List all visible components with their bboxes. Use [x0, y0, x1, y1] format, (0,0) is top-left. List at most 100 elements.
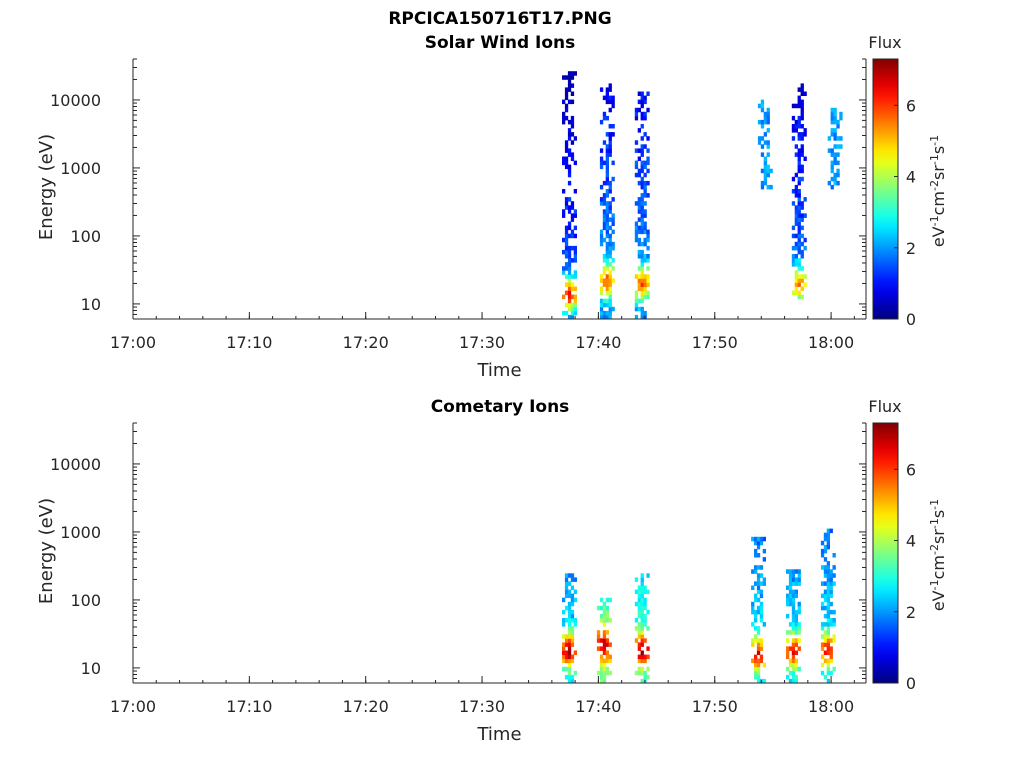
flux-cell — [596, 646, 601, 651]
flux-cell — [643, 278, 647, 283]
flux-cell — [759, 654, 764, 660]
flux-cell — [640, 266, 644, 271]
flux-cell — [643, 225, 647, 231]
flux-cell — [637, 609, 641, 615]
flux-cell — [570, 83, 575, 88]
flux-cell — [826, 662, 830, 668]
flux-cell — [794, 233, 798, 239]
flux-cell — [602, 638, 607, 643]
flux-cell — [570, 205, 575, 210]
flux-cell — [786, 666, 790, 672]
flux-cell — [562, 99, 566, 105]
flux-cell — [797, 573, 801, 578]
flux-cell — [640, 306, 644, 312]
flux-cell — [562, 209, 566, 214]
flux-cell — [611, 258, 615, 263]
flux-cell — [751, 638, 755, 643]
flux-cell — [564, 229, 569, 235]
colorbar-tick-label: 2 — [906, 603, 916, 622]
flux-cell — [794, 152, 798, 157]
flux-cell — [640, 654, 644, 660]
flux-cell — [797, 119, 801, 125]
flux-cell — [570, 229, 575, 235]
flux-cell — [564, 650, 569, 655]
flux-cell — [794, 103, 798, 109]
flux-cell — [830, 184, 834, 190]
flux-cell — [562, 654, 566, 660]
flux-cell — [797, 278, 801, 283]
flux-cell — [567, 254, 572, 259]
flux-cell — [766, 144, 770, 149]
flux-cell — [599, 274, 604, 279]
colorbar-tick-label: 4 — [906, 168, 916, 187]
flux-cell — [605, 650, 609, 655]
flux-cell — [599, 119, 604, 125]
flux-cell — [643, 585, 647, 590]
flux-cell — [791, 589, 796, 595]
flux-cell — [760, 99, 765, 105]
flux-cell — [754, 666, 758, 672]
flux-cell — [754, 593, 758, 599]
flux-cell — [567, 79, 572, 84]
flux-cell — [573, 650, 577, 655]
flux-cell — [794, 119, 798, 125]
flux-cell — [823, 605, 828, 611]
flux-cell — [637, 225, 641, 231]
flux-cell — [570, 585, 575, 590]
flux-cell — [794, 245, 798, 251]
x-tick-label: 17:00 — [110, 333, 156, 352]
flux-cell — [754, 536, 758, 542]
flux-cell — [608, 642, 612, 647]
flux-cell — [646, 258, 650, 263]
flux-cell — [759, 573, 764, 578]
flux-cell — [832, 638, 836, 643]
flux-cell — [826, 601, 830, 607]
flux-cell — [759, 565, 764, 570]
flux-cell — [762, 662, 766, 668]
flux-cell — [634, 670, 639, 676]
flux-cell — [797, 605, 801, 611]
flux-cell — [836, 160, 840, 166]
flux-cell — [599, 678, 604, 684]
flux-cell — [567, 306, 572, 312]
flux-cell — [640, 597, 644, 603]
flux-cell — [800, 91, 804, 96]
flux-cell — [602, 282, 607, 287]
flux-cell — [832, 609, 836, 615]
flux-cell — [830, 128, 834, 133]
flux-cell — [573, 136, 577, 141]
flux-cell — [756, 540, 761, 546]
flux-cell — [763, 140, 767, 145]
flux-cell — [567, 75, 572, 80]
flux-cell — [567, 258, 572, 263]
flux-cell — [791, 176, 796, 182]
flux-cell — [763, 180, 767, 186]
flux-cell — [759, 593, 764, 599]
flux-cell — [567, 233, 572, 239]
flux-cell — [634, 589, 639, 595]
flux-cell — [826, 658, 830, 664]
flux-cell — [800, 233, 804, 239]
flux-cell — [646, 589, 650, 595]
flux-cell — [608, 241, 612, 247]
flux-cell — [766, 172, 770, 178]
flux-cell — [800, 115, 804, 121]
flux-cell — [797, 148, 801, 153]
flux-cell — [567, 622, 572, 627]
flux-cell — [570, 119, 575, 125]
flux-cell — [562, 650, 566, 655]
flux-cell — [794, 254, 798, 259]
flux-cell — [570, 678, 575, 684]
flux-cell — [605, 241, 609, 247]
flux-cell — [602, 314, 607, 320]
flux-cell — [608, 274, 612, 279]
flux-cell — [562, 111, 566, 117]
flux-cell — [567, 609, 572, 615]
flux-cell — [564, 91, 569, 96]
flux-cell — [646, 136, 650, 141]
flux-cell — [794, 577, 798, 582]
flux-cell — [608, 670, 612, 676]
flux-cell — [803, 128, 807, 133]
flux-cell — [599, 654, 604, 660]
